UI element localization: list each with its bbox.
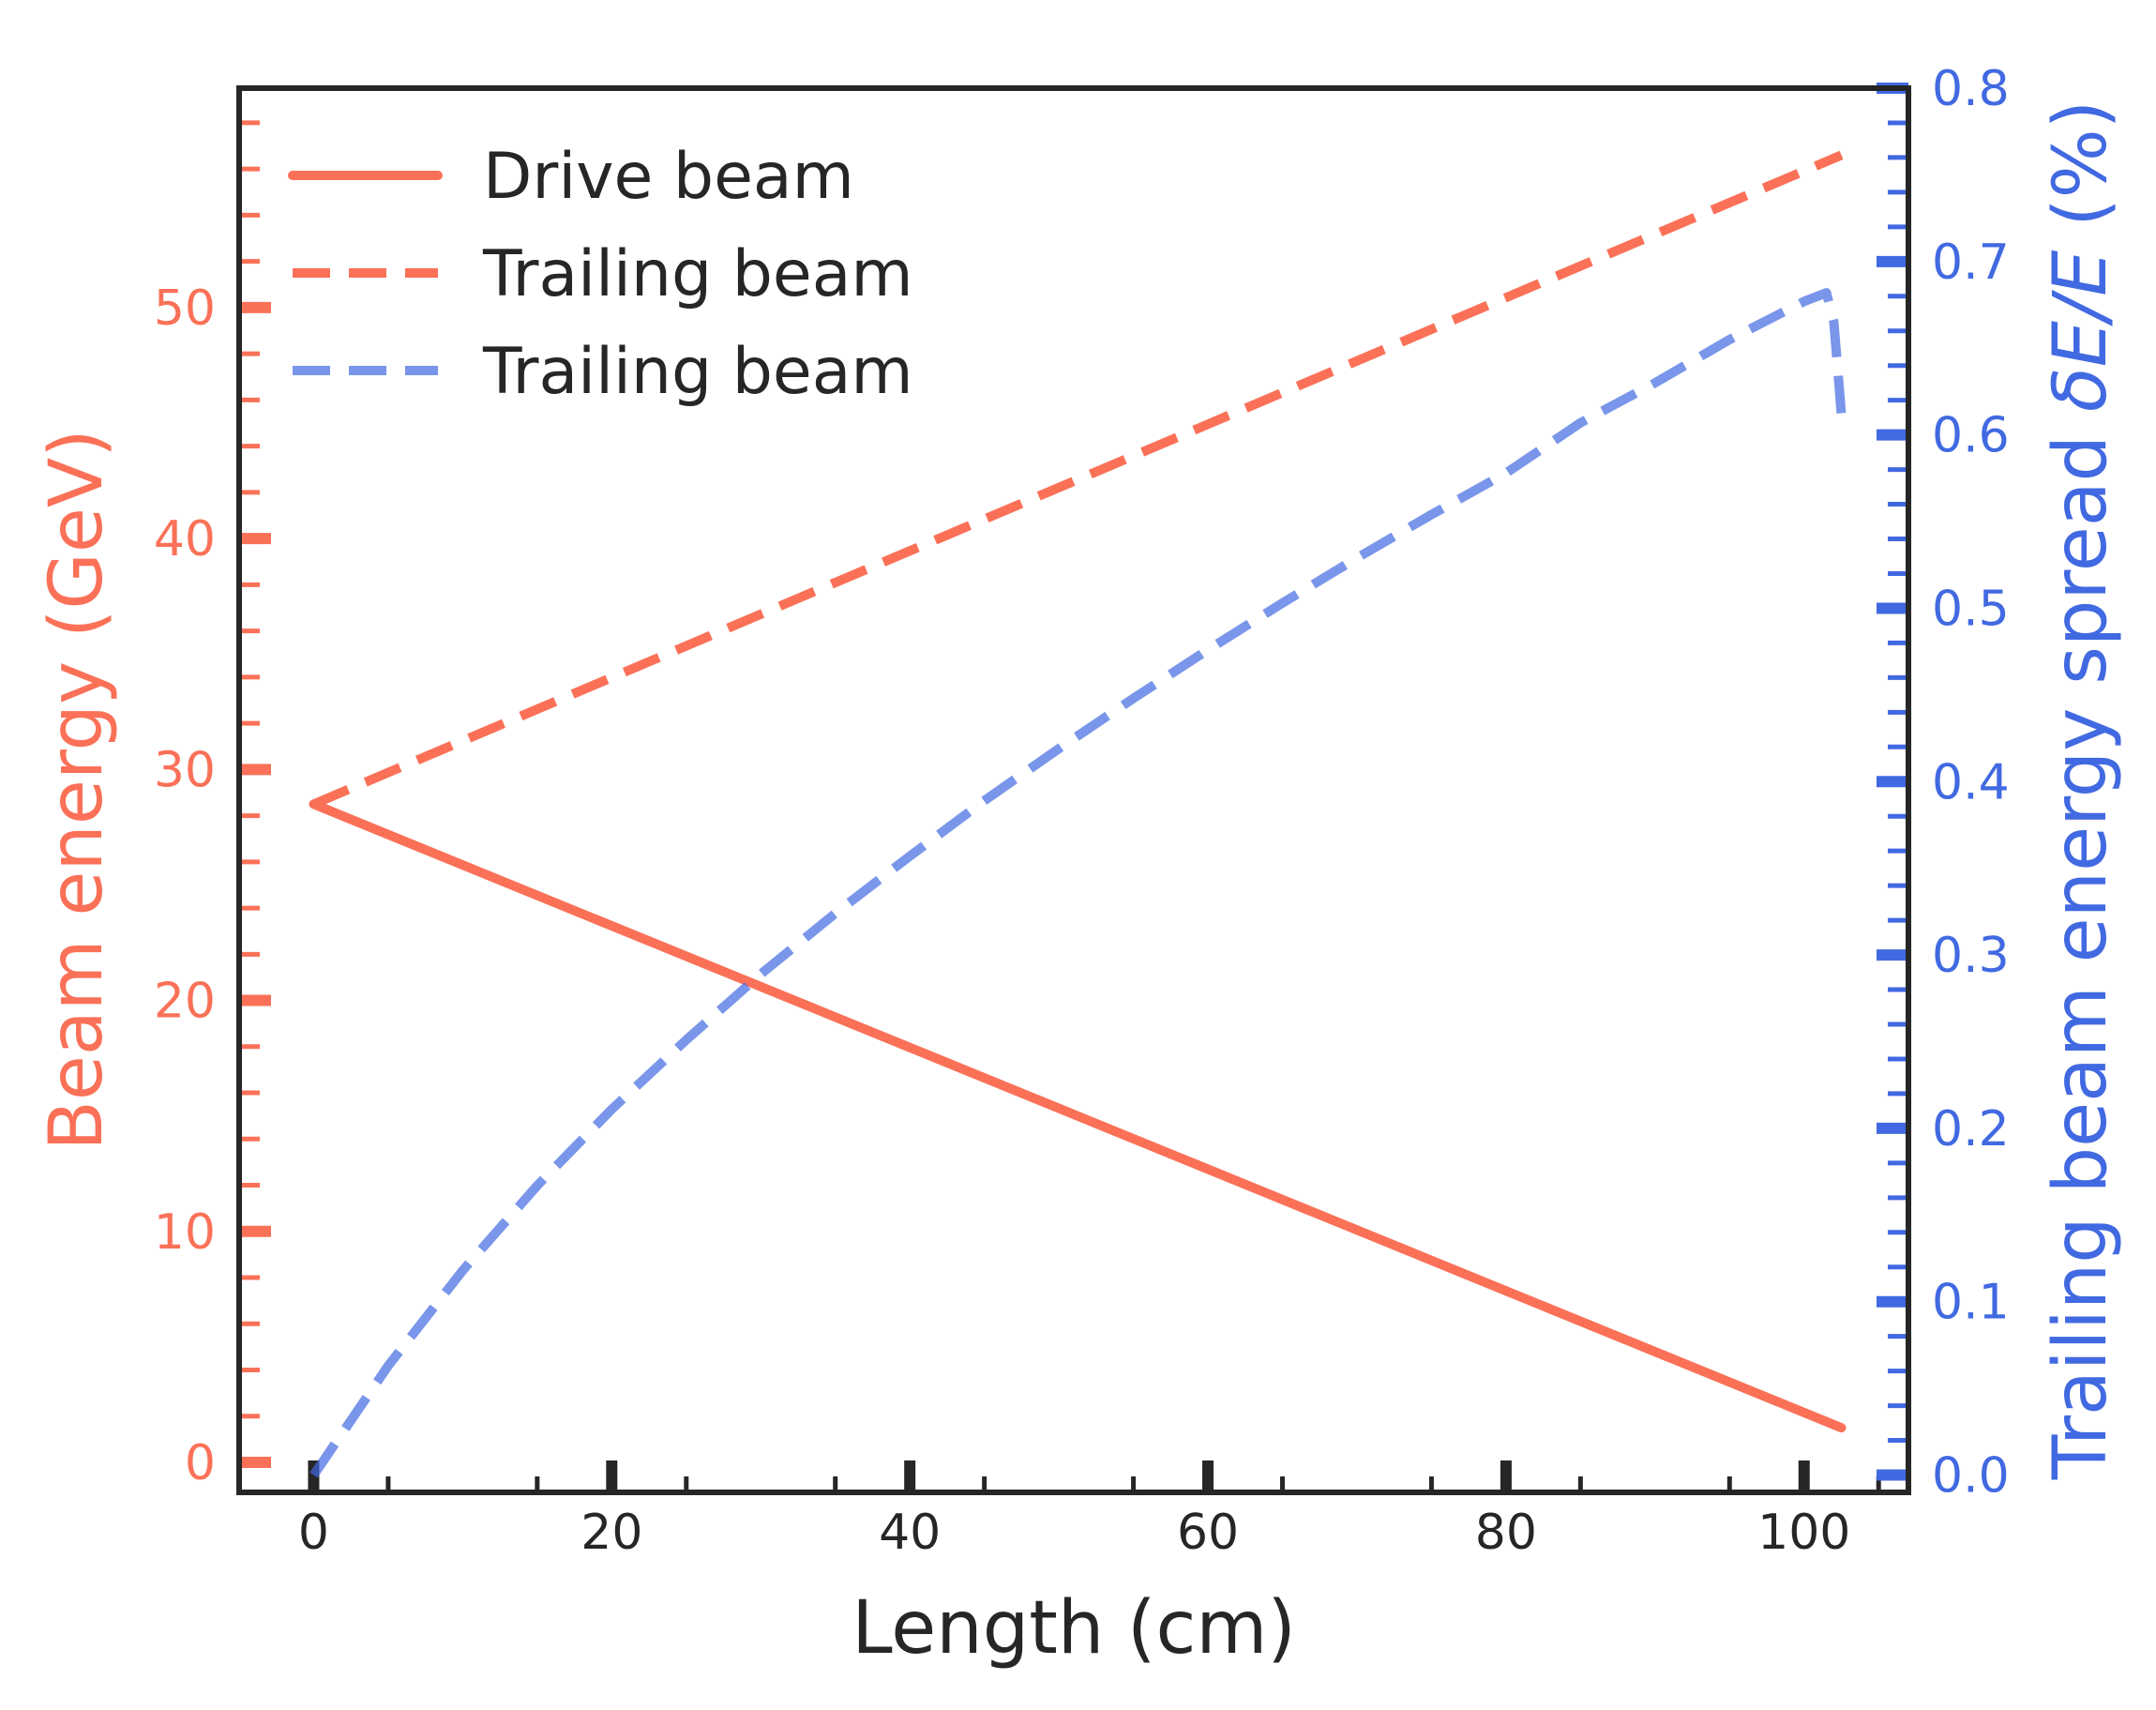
legend-label: Drive beam — [483, 140, 854, 214]
y-right-tick-label: 0.2 — [1932, 1101, 2010, 1158]
x-tick-label: 20 — [580, 1505, 642, 1561]
plot-frame — [236, 85, 1911, 1495]
y-left-tick-label: 10 — [154, 1204, 216, 1261]
y-right-tick-label: 0.1 — [1932, 1275, 2010, 1331]
left-axis-label: Beam energy (GeV) — [35, 429, 119, 1150]
y-right-tick-label: 0.0 — [1932, 1448, 2010, 1505]
y-left-tick-label: 40 — [154, 511, 216, 567]
legend: Drive beam Trailing beam Trailing beam — [288, 140, 913, 409]
x-tick-label: 60 — [1177, 1505, 1239, 1561]
x-axis-label: Length (cm) — [852, 1586, 1296, 1671]
y-right-tick-label: 0.7 — [1932, 235, 2010, 291]
y-right-tick-label: 0.8 — [1932, 61, 2010, 117]
tick-marks — [239, 83, 1908, 1492]
series-lines — [309, 150, 1847, 1478]
x-tick-label: 100 — [1757, 1505, 1850, 1561]
x-tick-label: 40 — [879, 1505, 941, 1561]
x-tick-label: 0 — [298, 1505, 329, 1561]
y-right-tick-label: 0.5 — [1932, 581, 2010, 637]
y-left-tick-label: 50 — [154, 280, 216, 337]
y-left-tick-label: 20 — [154, 974, 216, 1030]
y-left-tick-label: 30 — [154, 742, 216, 798]
right-axis-label-suffix: (%) — [2039, 100, 2123, 250]
energy-drive-beam-line — [309, 799, 1847, 1433]
spread-trailing-beam-line — [309, 288, 1847, 1478]
right-axis-label-math: δE/E — [2039, 250, 2123, 412]
tick-labels: 0 20 40 60 80 100 0 10 20 30 40 50 0.0 0.1 0.2 0.3 0.4 0.… — [154, 61, 2010, 1561]
y-right-tick-label: 0.6 — [1932, 408, 2010, 464]
energy-trailing-beam-line — [311, 150, 1844, 809]
right-axis-label: Trailing beam energy spread δE/E (%) — [2039, 100, 2123, 1480]
legend-label: Trailing beam — [482, 335, 913, 409]
legend-label: Trailing beam — [482, 237, 913, 311]
x-tick-label: 80 — [1475, 1505, 1537, 1561]
right-axis-label-prefix: Trailing beam energy spread — [2039, 412, 2123, 1480]
y-left-tick-label: 0 — [185, 1435, 216, 1491]
y-right-tick-label: 0.3 — [1932, 928, 2010, 984]
y-right-tick-label: 0.4 — [1932, 754, 2010, 810]
